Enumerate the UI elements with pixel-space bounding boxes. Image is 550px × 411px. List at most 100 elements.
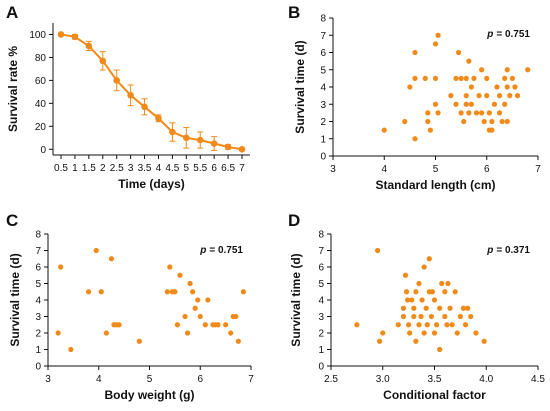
x-tick-label: 5.5 — [193, 163, 207, 174]
scatter-point — [228, 330, 234, 336]
y-tick-label: 1 — [35, 345, 41, 356]
scatter-point — [136, 338, 142, 344]
scatter-point — [494, 84, 500, 90]
scatter-point — [172, 289, 178, 295]
scatter-point — [514, 93, 521, 99]
x-tick-label: 7 — [248, 374, 254, 385]
scatter-point — [437, 305, 443, 311]
y-tick-label: 6 — [318, 263, 324, 274]
data-point — [85, 42, 93, 50]
scatter-point — [502, 75, 508, 81]
x-tick-label: 0.5 — [54, 163, 68, 174]
y-tick-label: 1 — [320, 134, 326, 145]
scatter-point — [416, 280, 422, 287]
scatter-point — [457, 313, 463, 320]
scatter-point — [439, 280, 445, 287]
scatter-point — [454, 330, 460, 336]
x-tick-label: 1 — [72, 163, 78, 174]
scatter-point — [432, 75, 439, 81]
scatter-point — [418, 313, 424, 320]
y-tick-label: 0 — [320, 152, 326, 163]
scatter-point — [403, 289, 410, 295]
scatter-point — [496, 110, 503, 116]
y-tick-label: 100 — [29, 30, 46, 41]
scatter-point — [499, 118, 505, 125]
scatter-point — [435, 110, 441, 116]
scatter-point — [481, 118, 487, 125]
y-tick-label: 80 — [35, 53, 47, 64]
x-tick-label: 4.0 — [479, 374, 493, 385]
x-tick-label: 4 — [381, 164, 387, 175]
scatter-point — [400, 305, 407, 311]
y-tick-label: 5 — [320, 65, 326, 76]
data-point — [155, 114, 162, 122]
scatter-point — [116, 322, 122, 328]
scatter-point — [411, 313, 417, 320]
scatter-point — [504, 118, 510, 125]
scatter-point — [374, 247, 381, 254]
y-tick-label: 5 — [35, 279, 41, 290]
scatter-point — [426, 256, 432, 262]
scatter-point — [491, 101, 498, 107]
x-axis-label: Standard length (cm) — [375, 178, 495, 192]
scatter-point — [442, 289, 448, 295]
p-symbol: p — [486, 29, 493, 40]
scatter-point — [445, 280, 451, 287]
scatter-point — [411, 305, 417, 311]
scatter-point — [190, 289, 196, 295]
scatter-point — [197, 313, 203, 320]
x-tick-label: 3.5 — [138, 163, 152, 174]
scatter-point — [192, 305, 198, 311]
scatter-point — [453, 101, 459, 107]
x-tick-label: 4 — [96, 374, 102, 385]
scatter-point — [404, 297, 411, 303]
scatter-point — [427, 127, 433, 133]
scatter-point — [182, 313, 188, 320]
y-tick-label: 8 — [320, 14, 326, 25]
y-tick-label: 7 — [318, 246, 324, 257]
scatter-point — [86, 289, 92, 295]
y-tick-label: 0 — [35, 362, 41, 373]
data-point — [57, 31, 65, 38]
scatter-point — [195, 297, 201, 303]
scatter-point — [484, 93, 490, 99]
x-tick-label: 7 — [535, 164, 541, 175]
scatter-point — [202, 322, 208, 328]
y-tick-label: 40 — [35, 99, 47, 110]
scatter-point — [93, 247, 99, 254]
panel-letter: C — [6, 211, 18, 230]
data-point — [99, 57, 107, 65]
scatter-point — [419, 297, 425, 303]
panel-b-standard-length-scatter: B 0 1 2 3 4 5 6 7 8 3 4 5 6 7 Standard length (cm) Survi… — [288, 3, 541, 192]
scatter-point — [413, 289, 419, 295]
y-tick-label: 20 — [35, 122, 47, 133]
x-tick-label: 3 — [330, 164, 336, 175]
scatter-point — [425, 110, 431, 116]
scatter-point — [407, 330, 413, 336]
p-value-annotation: p = 0.751 — [486, 29, 530, 40]
p-symbol: p — [199, 245, 206, 256]
p-symbol: p — [486, 245, 493, 256]
y-tick-label: 8 — [318, 230, 324, 241]
scatter-point — [416, 322, 422, 328]
scatter-point — [184, 330, 191, 336]
data-point — [71, 33, 79, 41]
y-tick-label: 2 — [35, 329, 41, 340]
scatter-point — [68, 346, 74, 353]
panel-letter: B — [288, 3, 300, 22]
scatter-point — [413, 338, 419, 344]
scatter-point — [468, 84, 474, 90]
scatter-point — [461, 118, 467, 125]
scatter-point — [486, 110, 492, 116]
scatter-point — [476, 93, 482, 99]
y-tick-label: 3 — [318, 312, 324, 323]
data-point — [169, 128, 176, 136]
data-point — [210, 140, 218, 147]
scatter-point — [223, 322, 229, 328]
y-tick-label: 6 — [320, 48, 326, 59]
panel-c-body-weight-scatter: C 0 1 2 3 4 5 6 7 8 3 4 5 6 7 Body weight (g) Survival t… — [6, 211, 254, 402]
y-axis-label: Survival time (d) — [289, 253, 303, 346]
scatter-point — [409, 297, 415, 303]
scatter-point — [449, 322, 455, 328]
scatter-point — [402, 272, 409, 278]
